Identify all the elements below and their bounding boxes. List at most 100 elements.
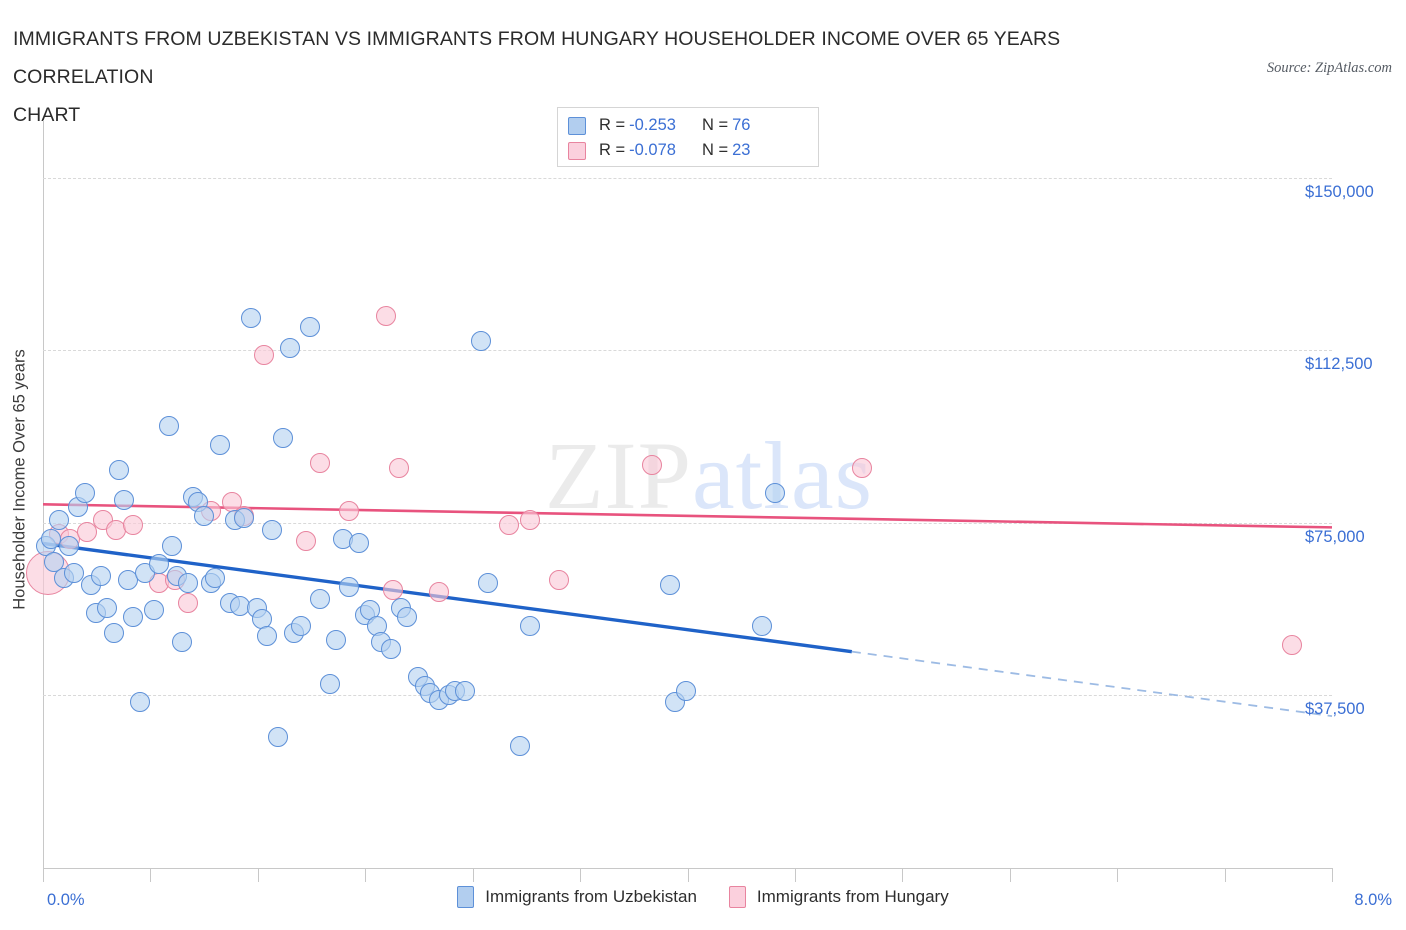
- correlation-legend: R = -0.253 N = 76 R = -0.078 N = 23: [557, 107, 819, 167]
- hungary-data-point: [519, 510, 540, 531]
- legend-row-hungary: R = -0.078 N = 23: [568, 138, 808, 163]
- blue-n-label: N =: [701, 116, 729, 134]
- x-axis-min-label: 0.0%: [47, 891, 85, 909]
- y-axis-tick-label: $112,500: [1305, 355, 1373, 374]
- uzbekistan-data-point: [123, 607, 144, 628]
- uzbekistan-data-point: [91, 565, 111, 586]
- x-axis-tick: [580, 868, 582, 882]
- hungary-data-point: [429, 581, 450, 602]
- uzbekistan-data-point: [144, 600, 165, 621]
- legend-item-hungary[interactable]: Immigrants from Hungary: [728, 886, 949, 908]
- uzbekistan-data-point: [210, 434, 231, 455]
- uzbekistan-swatch-icon: [457, 886, 475, 908]
- gridline: [43, 350, 1332, 352]
- uzbekistan-data-point: [675, 680, 696, 701]
- uzbekistan-data-point: [129, 692, 150, 713]
- hungary-data-point: [851, 457, 872, 478]
- x-axis-tick: [687, 868, 689, 882]
- uzbekistan-data-point: [113, 489, 134, 510]
- hungary-data-point: [389, 457, 410, 478]
- y-axis-tick-label: $75,000: [1305, 527, 1365, 546]
- x-axis-tick: [257, 868, 259, 882]
- x-axis-tick: [1224, 868, 1226, 882]
- uzbekistan-data-point: [319, 673, 340, 694]
- uzbekistan-data-point: [519, 616, 540, 637]
- uzbekistan-data-point: [381, 639, 402, 660]
- uzbekistan-data-point: [108, 459, 129, 480]
- hungary-data-point: [253, 344, 274, 365]
- hungary-data-point: [310, 452, 331, 473]
- x-axis-tick: [1117, 868, 1119, 882]
- uzbekistan-data-point: [300, 317, 321, 338]
- uzbekistan-trend-line-extrapolated: [851, 650, 1333, 717]
- uzbekistan-data-point: [205, 568, 226, 588]
- uzbekistan-data-point: [158, 416, 179, 437]
- plot-area: ZIPatlas: [25, 120, 1333, 868]
- uzbekistan-data-point: [326, 630, 347, 651]
- uzbekistan-data-point: [44, 551, 65, 572]
- uzbekistan-data-point: [348, 533, 369, 554]
- x-axis-tick: [1332, 868, 1333, 882]
- uzbekistan-data-point: [290, 616, 311, 637]
- x-axis-tick: [43, 868, 44, 882]
- hungary-data-point: [1281, 634, 1302, 655]
- gridline: [43, 177, 1332, 179]
- hungary-data-point: [178, 593, 198, 614]
- uzbekistan-data-point: [764, 482, 785, 503]
- blue-r-label: R =: [599, 116, 626, 134]
- y-axis-tick-label: $37,500: [1305, 700, 1365, 719]
- pink-n-label: N =: [701, 141, 729, 159]
- series-legend: Immigrants from Uzbekistan Immigrants fr…: [0, 886, 1406, 908]
- uzbekistan-data-point: [74, 482, 95, 503]
- blue-n-value: 76: [732, 116, 751, 134]
- uzbekistan-data-point: [477, 572, 498, 593]
- blue-swatch-icon: [568, 116, 586, 135]
- x-axis-tick: [1009, 868, 1011, 882]
- legend-item-uzbekistan[interactable]: Immigrants from Uzbekistan: [457, 886, 697, 908]
- hungary-swatch-icon: [728, 886, 746, 908]
- uzbekistan-data-point: [471, 330, 492, 351]
- uzbekistan-data-point: [149, 554, 169, 575]
- hungary-data-point: [642, 455, 663, 476]
- gridline: [43, 522, 1332, 524]
- y-axis-title: Householder Income Over 65 years: [10, 349, 29, 610]
- hungary-data-point: [376, 305, 397, 326]
- page-title: IMMIGRANTS FROM UZBEKISTAN VS IMMIGRANTS…: [13, 28, 1061, 126]
- hungary-data-point: [295, 531, 316, 552]
- x-axis-tick: [472, 868, 474, 882]
- y-axis-tick-label: $150,000: [1305, 182, 1374, 201]
- uzbekistan-data-point: [339, 577, 360, 598]
- uzbekistan-data-point: [178, 572, 198, 593]
- uzbekistan-data-point: [659, 574, 680, 595]
- uzbekistan-data-point: [97, 597, 118, 618]
- pink-n-value: 23: [732, 141, 751, 159]
- blue-r-value: -0.253: [629, 116, 676, 134]
- uzbekistan-data-point: [397, 607, 418, 628]
- uzbekistan-data-point: [171, 632, 192, 653]
- hungary-data-point: [76, 521, 97, 542]
- uzbekistan-data-point: [455, 680, 476, 701]
- x-axis-tick: [902, 868, 904, 882]
- uzbekistan-data-point: [279, 337, 300, 358]
- pink-swatch-icon: [568, 141, 586, 160]
- uzbekistan-data-point: [63, 563, 84, 584]
- uzbekistan-data-point: [268, 726, 289, 747]
- legend-label-hungary: Immigrants from Hungary: [756, 887, 949, 906]
- uzbekistan-data-point: [234, 508, 255, 529]
- uzbekistan-data-point: [240, 307, 261, 328]
- uzbekistan-data-point: [58, 535, 79, 556]
- uzbekistan-data-point: [256, 625, 277, 646]
- uzbekistan-data-point: [194, 505, 215, 526]
- x-axis-max-label: 8.0%: [1354, 891, 1392, 909]
- hungary-data-point: [382, 579, 403, 600]
- hungary-data-point: [339, 501, 360, 522]
- uzbekistan-data-point: [273, 427, 294, 448]
- uzbekistan-data-point: [49, 510, 70, 531]
- x-axis-tick: [365, 868, 367, 882]
- hungary-trend-line: [42, 503, 1333, 529]
- uzbekistan-data-point: [161, 535, 182, 556]
- uzbekistan-data-point: [509, 736, 530, 757]
- source-label: Source: ZipAtlas.com: [1266, 60, 1392, 76]
- x-axis-tick: [794, 868, 796, 882]
- x-axis-tick: [150, 868, 152, 882]
